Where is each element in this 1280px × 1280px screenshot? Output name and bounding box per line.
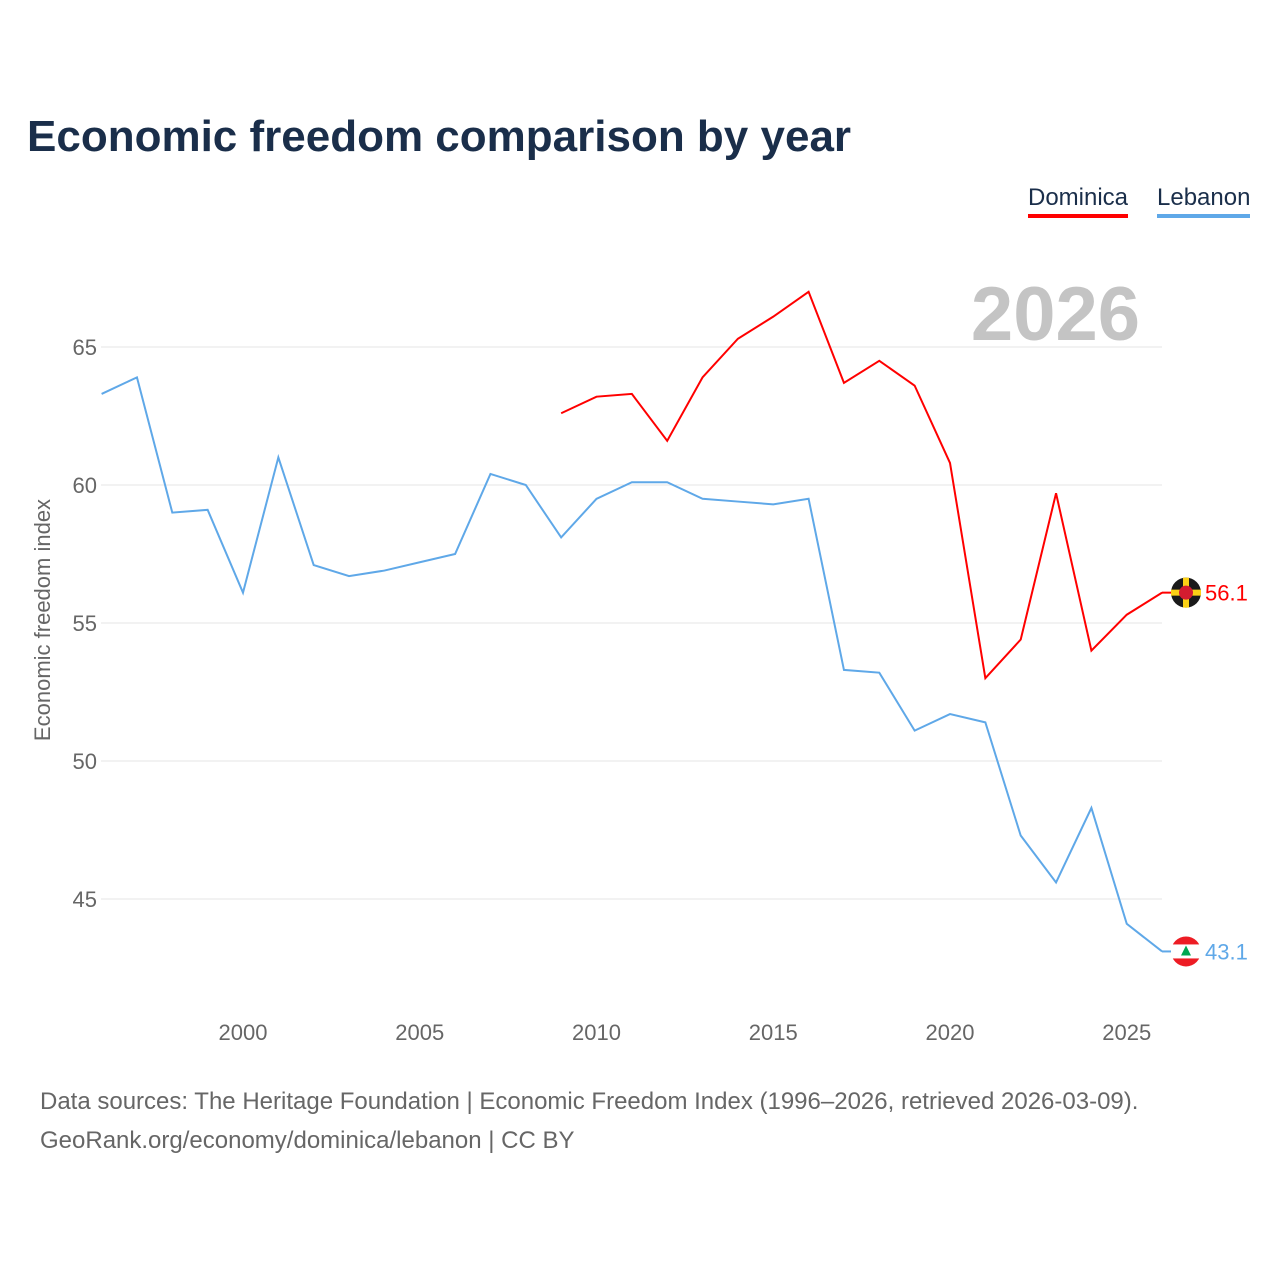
data-point	[736, 500, 740, 504]
y-tick-label: 45	[73, 887, 97, 912]
data-point	[206, 508, 210, 512]
y-axis-label: Economic freedom index	[30, 499, 55, 741]
data-point	[665, 439, 669, 443]
data-point	[842, 668, 846, 672]
data-point	[877, 359, 881, 363]
data-point	[241, 591, 245, 595]
data-point	[948, 461, 952, 465]
legend-lebanon[interactable]: Lebanon	[1157, 184, 1251, 218]
data-point	[524, 483, 528, 487]
data-point	[983, 676, 987, 680]
data-point	[701, 375, 705, 379]
end-value-label: 56.1	[1205, 581, 1248, 606]
end-value-label: 43.1	[1205, 939, 1248, 964]
flag-disc	[1179, 585, 1193, 600]
data-point	[630, 392, 634, 396]
series-line-dominica	[560, 290, 1163, 681]
year-label: 2026	[971, 272, 1140, 357]
data-point	[807, 497, 811, 501]
data-point	[276, 455, 280, 459]
data-point	[701, 497, 705, 501]
x-tick-label: 2015	[749, 1020, 798, 1045]
data-point	[1054, 880, 1058, 884]
data-point	[771, 502, 775, 506]
data-point	[913, 729, 917, 733]
data-point	[1125, 922, 1129, 926]
data-point	[595, 395, 599, 399]
data-point	[807, 290, 811, 294]
data-point	[559, 535, 563, 539]
data-point	[948, 712, 952, 716]
x-tick-label: 2020	[926, 1020, 975, 1045]
series-line-lebanon	[101, 375, 1163, 953]
data-point	[347, 574, 351, 578]
data-point	[913, 384, 917, 388]
data-point	[1054, 491, 1058, 495]
data-point	[877, 671, 881, 675]
data-point	[983, 720, 987, 724]
data-point	[418, 560, 422, 564]
data-point	[1019, 638, 1023, 642]
y-tick-label: 60	[73, 473, 97, 498]
data-point	[595, 497, 599, 501]
data-point	[312, 563, 316, 567]
data-point	[630, 480, 634, 484]
data-point	[665, 480, 669, 484]
chart-title: Economic freedom comparison by year	[27, 112, 852, 161]
data-point	[453, 552, 457, 556]
data-point	[488, 472, 492, 476]
data-point	[170, 511, 174, 515]
x-tick-label: 2005	[395, 1020, 444, 1045]
data-point	[135, 375, 139, 379]
footer-credit: GeoRank.org/economy/dominica/lebanon | C…	[40, 1127, 575, 1154]
data-point	[1089, 806, 1093, 810]
data-point	[100, 392, 104, 396]
x-tick-label: 2000	[219, 1020, 268, 1045]
footer-sources: Data sources: The Heritage Foundation | …	[40, 1088, 1139, 1115]
data-point	[1125, 613, 1129, 617]
data-point	[559, 411, 563, 415]
data-point	[382, 569, 386, 573]
legend-dominica[interactable]: Dominica	[1028, 184, 1129, 218]
data-point	[771, 315, 775, 319]
y-tick-label: 55	[73, 611, 97, 636]
data-point	[1019, 834, 1023, 838]
cedar-icon	[1181, 945, 1191, 956]
data-point	[1089, 649, 1093, 653]
data-point	[736, 337, 740, 341]
data-point	[842, 381, 846, 385]
y-tick-label: 65	[73, 335, 97, 360]
y-tick-label: 50	[73, 749, 97, 774]
x-tick-label: 2010	[572, 1020, 621, 1045]
x-tick-label: 2025	[1102, 1020, 1151, 1045]
